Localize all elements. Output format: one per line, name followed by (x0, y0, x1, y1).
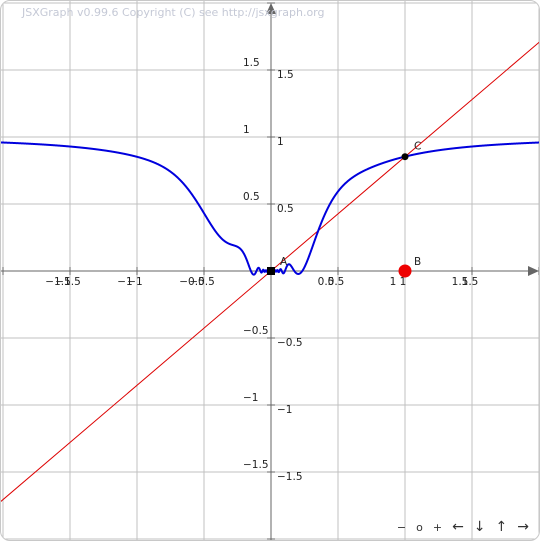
y-tick-label: −0.5 (277, 337, 303, 349)
point-c-label: C (414, 141, 421, 153)
point-a[interactable] (267, 267, 275, 275)
y-tick-label: 1 (277, 136, 284, 148)
y-tick-label: −1.5 (243, 459, 269, 471)
x-tick-label: 0.5 (328, 276, 345, 288)
x-tick-label: −1 (117, 276, 132, 288)
y-tick-label: 1 (243, 124, 250, 136)
y-tick-label: 1.5 (243, 57, 260, 69)
x-tick-label: −1.5 (45, 276, 71, 288)
x-tick-label: 1 (390, 276, 397, 288)
y-tick-label: 0.5 (243, 191, 260, 203)
y-tick-label: −0.5 (243, 325, 269, 337)
y-axis-arrow (266, 3, 276, 14)
y-tick-label: −1 (243, 392, 258, 404)
zoom-reset-button[interactable]: o (416, 520, 423, 534)
pan-left-button[interactable]: ← (452, 519, 464, 535)
y-tick-label: 1.5 (277, 69, 294, 81)
x-tick-label: −1.5 (55, 276, 81, 288)
pan-down-button[interactable]: ↓ (473, 519, 486, 535)
copyright-text: JSXGraph v0.99.6 Copyright (C) see http:… (22, 6, 325, 19)
zoom-out-button[interactable]: − (396, 520, 407, 534)
point-b[interactable] (398, 264, 412, 278)
points: A B C (267, 141, 421, 278)
pan-right-button[interactable]: → (517, 519, 529, 535)
point-c[interactable] (401, 153, 409, 161)
y-tick-label: −1 (277, 404, 292, 416)
x-tick-label: 1.5 (462, 276, 479, 288)
navigation-bar: − o + ← ↓ ↑ → (397, 520, 529, 534)
x-tick-label: 1 (400, 276, 407, 288)
point-a-label: A (280, 256, 288, 268)
x-tick-label: −0.5 (179, 276, 205, 288)
x-axis-arrow (528, 266, 539, 276)
x-tick-label: 1.5 (452, 276, 469, 288)
x-tick-label: −0.5 (189, 276, 215, 288)
x-tick-label: 0.5 (318, 276, 335, 288)
x-tick-label: −1 (127, 276, 142, 288)
pan-up-button[interactable]: ↑ (495, 519, 508, 535)
point-b-label: B (414, 256, 421, 268)
tick-labels: −1.5−1.5 −1−1 −0.5−0.5 0.50.5 1 1 1.51.51.51.5… (45, 57, 478, 483)
y-tick-label: 0.5 (277, 203, 294, 215)
zoom-in-button[interactable]: + (432, 520, 443, 534)
y-tick-label: −1.5 (277, 471, 303, 483)
